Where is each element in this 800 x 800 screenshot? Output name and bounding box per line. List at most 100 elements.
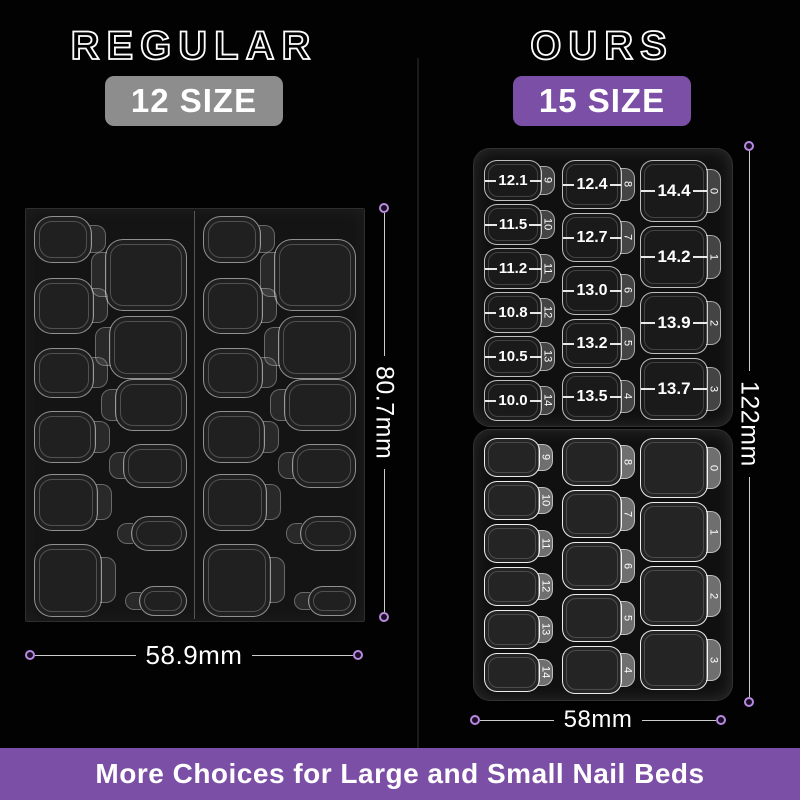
tab-flap: 7	[620, 497, 635, 531]
tab-flap: 12	[538, 573, 553, 600]
tab-size-number: 6	[621, 287, 634, 294]
banner-text: More Choices for Large and Small Nail Be…	[95, 758, 705, 789]
dimension-height-ours: 122mm	[736, 141, 764, 707]
tab-flap	[269, 557, 285, 603]
tab-size-number: 13	[539, 623, 552, 636]
tab-size-number: 9	[539, 454, 552, 461]
tab-size-number: 4	[621, 393, 634, 400]
tab-measurement-value: 12.7	[576, 228, 608, 246]
tab-flap	[259, 224, 275, 254]
tab-flap: 5	[620, 326, 635, 361]
regular-nail-tab-sheet	[25, 208, 365, 622]
regular-size-badge: 12 SIZE	[104, 76, 284, 127]
nail-tab-labeled: 13.5 4	[562, 372, 635, 421]
tab-flap: 3	[706, 367, 721, 411]
nail-tab	[203, 544, 285, 617]
nail-tab	[34, 474, 112, 531]
tab-flap: 14	[540, 386, 555, 415]
nail-tab-labeled: 13.0 6	[562, 266, 635, 315]
dimension-dot	[470, 715, 480, 725]
tab-size-number: 2	[707, 592, 720, 600]
dimension-line	[748, 476, 750, 697]
tab-size-number: 9	[541, 177, 554, 184]
nail-tab	[278, 444, 356, 488]
nail-tab	[95, 316, 187, 379]
tab-measurement: 11.5	[485, 216, 541, 233]
tab-measurement-value: 10.5	[498, 348, 528, 365]
tab-measurement: 13.7	[641, 379, 707, 399]
dimension-line	[383, 213, 385, 356]
tab-measurement: 13.5	[563, 388, 621, 406]
nail-tab	[203, 411, 279, 463]
nail-tab-labeled: 10.8 12	[484, 292, 555, 333]
sheet-half	[26, 209, 195, 621]
ours-title: OURS	[529, 24, 674, 68]
tab-measurement-value: 13.2	[576, 334, 608, 352]
tab-size-number: 13	[541, 350, 554, 363]
tab-flap: 14	[538, 659, 553, 686]
nail-tab-labeled: 13.7 3	[640, 358, 721, 420]
tab-measurement: 13.9	[641, 313, 707, 333]
ours-sheet-labeled: 12.1 9 11.5 10 11.2 11 10.8 12 10.5 13 10.0 14 12.4 8…	[473, 148, 733, 427]
tab-measurement: 13.0	[563, 282, 621, 300]
tab-flap: 1	[706, 511, 721, 553]
tab-size-number: 3	[707, 385, 720, 393]
tab-measurement-value: 11.5	[498, 216, 528, 233]
ours-size-badge: 15 SIZE	[512, 76, 692, 127]
tab-measurement: 11.2	[485, 260, 541, 277]
tab-size-number: 6	[621, 562, 634, 570]
tab-flap	[263, 420, 279, 453]
nail-tab	[34, 411, 110, 463]
tab-measurement-value: 14.2	[657, 247, 691, 266]
tab-flap	[294, 591, 310, 610]
tab-size-number: 1	[707, 253, 720, 261]
nail-tab: 10	[484, 481, 553, 520]
tab-flap: 1	[706, 235, 721, 279]
nail-tab-labeled: 13.2 5	[562, 319, 635, 368]
tab-flap	[100, 557, 116, 603]
nail-tab-labeled: 11.5 10	[484, 204, 555, 245]
nail-tab	[270, 379, 356, 431]
dimension-width-regular: 58.9mm	[25, 640, 364, 670]
nail-tab: 2	[640, 566, 721, 626]
tab-flap	[117, 522, 133, 544]
nail-tab: 0	[640, 438, 721, 498]
nail-tab-labeled: 14.2 1	[640, 226, 721, 288]
tab-flap: 10	[538, 487, 553, 514]
dimension-width-ours: 58mm	[470, 706, 726, 733]
sheet-half	[195, 209, 364, 621]
nail-tab	[34, 544, 116, 617]
tab-measurement-value: 13.9	[657, 313, 691, 332]
tab-flap	[125, 591, 141, 610]
tab-flap	[278, 452, 294, 479]
nail-tab	[203, 348, 277, 398]
tab-measurement-value: 13.7	[657, 379, 691, 398]
regular-title: REGULAR	[70, 24, 318, 68]
nail-tab	[294, 586, 356, 616]
regular-header: REGULAR 12 SIZE	[25, 24, 363, 127]
dimension-dot	[744, 141, 754, 151]
tab-size-number: 7	[621, 510, 634, 518]
ours-sheet-plain: 9 10 11 12 13 14 8 7 6 5 4 0 1 2 3	[473, 429, 733, 701]
dimension-dot	[353, 650, 364, 660]
nail-tab: 7	[562, 490, 635, 538]
nail-tab-labeled: 11.2 11	[484, 248, 555, 289]
ours-header: OURS 15 SIZE	[472, 24, 732, 127]
nail-tab: 4	[562, 646, 635, 694]
tab-size-number: 12	[541, 306, 554, 319]
tab-flap	[260, 251, 276, 297]
nail-tab-labeled: 10.0 14	[484, 380, 555, 421]
nail-tab-labeled: 12.1 9	[484, 160, 555, 201]
nail-tab	[264, 316, 356, 379]
panel-divider	[417, 58, 419, 748]
sheet-crease-line	[194, 211, 195, 619]
nail-tab-labeled: 10.5 13	[484, 336, 555, 377]
tab-size-number: 14	[539, 666, 552, 679]
dimension-dot	[744, 697, 754, 707]
tab-measurement: 14.4	[641, 181, 707, 201]
nail-tab: 14	[484, 653, 553, 692]
tab-size-number: 0	[707, 187, 720, 195]
tab-flap	[109, 452, 125, 479]
nail-tab: 1	[640, 502, 721, 562]
